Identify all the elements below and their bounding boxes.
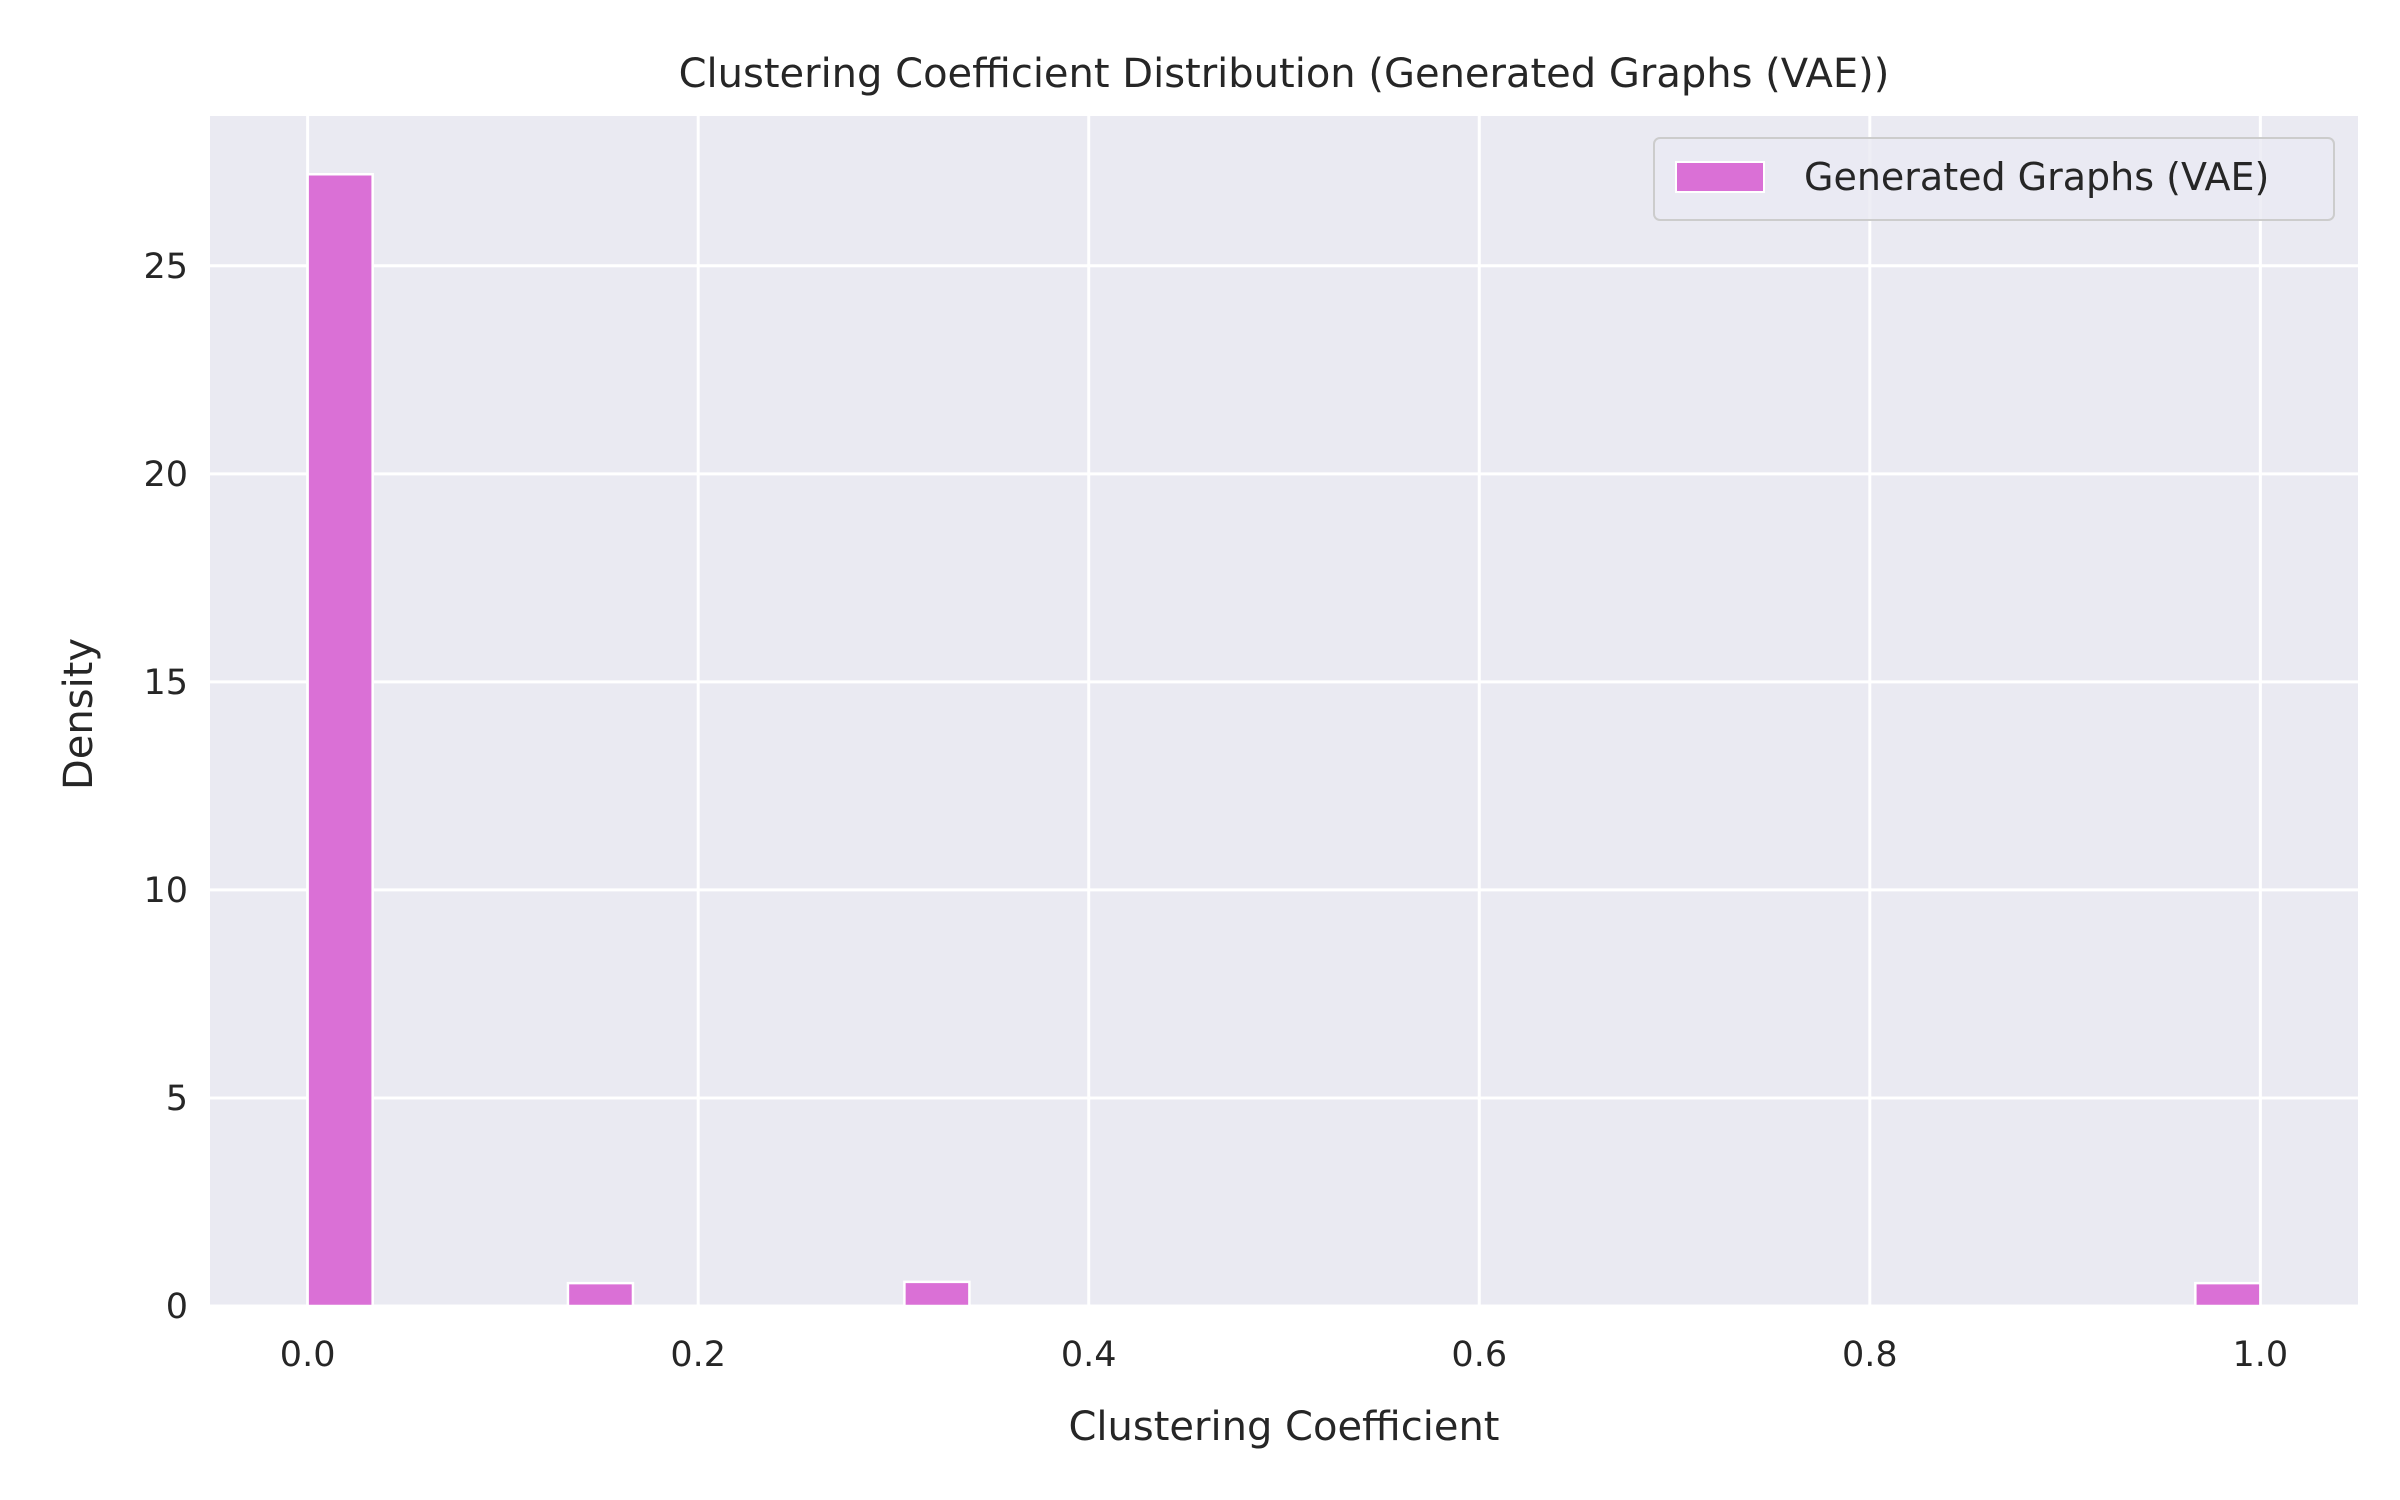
histogram-bar	[2194, 1281, 2262, 1308]
x-tick-label: 0.6	[1451, 1335, 1507, 1375]
y-tick-label: 0	[166, 1287, 188, 1327]
legend-swatch	[1675, 161, 1765, 193]
y-tick-label: 15	[143, 663, 188, 703]
y-tick-label: 10	[143, 871, 188, 911]
plot-area	[210, 116, 2358, 1306]
legend-label: Generated Graphs (VAE)	[1804, 155, 2269, 199]
x-tick-label: 0.2	[670, 1335, 726, 1375]
histogram-bars	[306, 173, 2262, 1308]
legend: Generated Graphs (VAE)	[1653, 137, 2335, 221]
legend-box	[1653, 137, 2335, 221]
y-tick-label: 20	[143, 455, 188, 495]
y-axis-label: Density	[56, 638, 102, 790]
x-tick-label: 0.4	[1061, 1335, 1117, 1375]
y-tick-label: 5	[166, 1079, 188, 1119]
x-tick-label: 0.8	[1842, 1335, 1898, 1375]
histogram-bar	[566, 1281, 635, 1308]
x-axis-label: Clustering Coefficient	[1069, 1404, 1500, 1450]
histogram-bar	[306, 173, 374, 1308]
tick-labels: 0.0 0.2 0.4 0.6 0.8 1.0 0 5 10 15 20 25	[143, 247, 2288, 1375]
histogram-bar	[903, 1280, 971, 1308]
y-tick-label: 25	[143, 247, 188, 287]
x-tick-label: 0.0	[280, 1335, 336, 1375]
x-tick-label: 1.0	[2233, 1335, 2289, 1375]
chart-title: Clustering Coefficient Distribution (Gen…	[679, 51, 1890, 97]
